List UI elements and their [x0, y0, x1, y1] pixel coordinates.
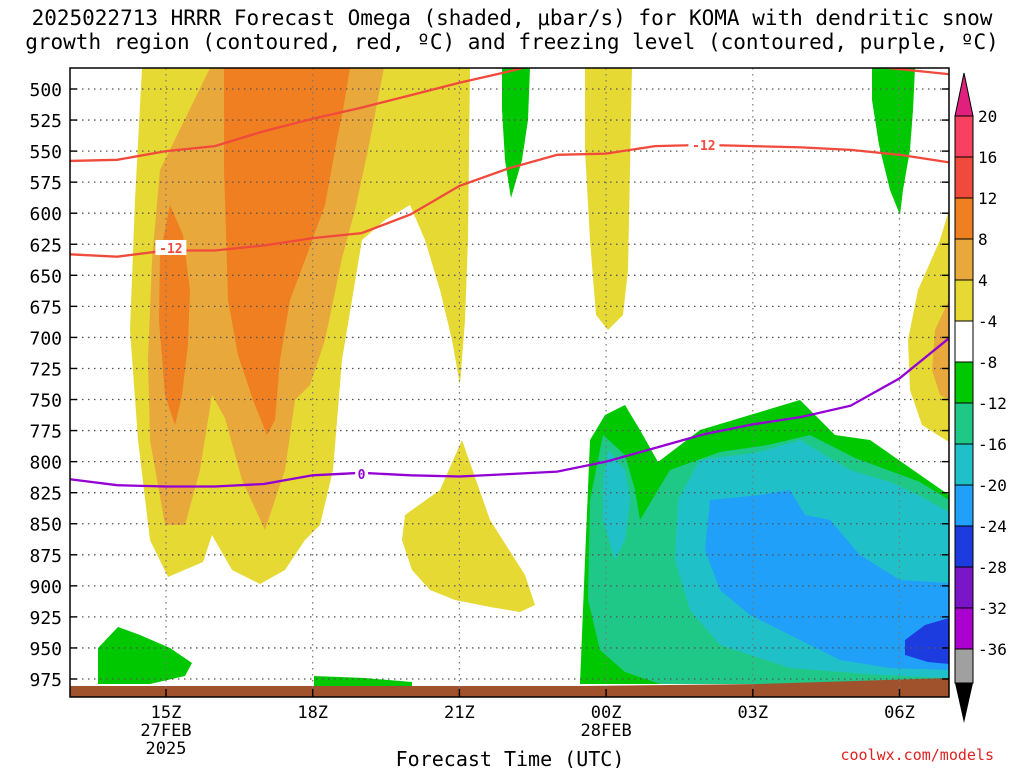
- x-tick-label: 06Z: [884, 703, 915, 723]
- contour-labels: -12 -12 0: [155, 136, 720, 483]
- y-tick-label: 975: [29, 670, 62, 691]
- y-tick-label: 850: [29, 515, 62, 536]
- x-tick-label: 28FEB: [581, 721, 632, 741]
- colorbar: 20 16 12 8 4 -4 -8 -12 -16 -20 -24 -28 -32 -36: [954, 72, 1007, 723]
- omega-fill-orange-1: [224, 68, 350, 435]
- colorbar-swatch: [954, 279, 974, 322]
- colorbar-swatch: [954, 115, 974, 158]
- y-axis: 500 525 550 575 600 625 650 675 700 725 750 775 800 8…: [29, 80, 949, 691]
- colorbar-arrow-bottom: [955, 683, 973, 723]
- dgz-contour-lower: [70, 143, 949, 258]
- colorbar-label: -36: [978, 640, 1007, 659]
- colorbar-label: -16: [978, 435, 1007, 454]
- omega-fill-green-sliver: [314, 676, 412, 686]
- credit-link[interactable]: coolwx.com/models: [840, 746, 994, 764]
- omega-fill-green-sfc: [98, 627, 192, 684]
- y-tick-label: 575: [29, 173, 62, 194]
- colorbar-swatch: [954, 402, 974, 445]
- colorbar-swatch: [954, 238, 974, 281]
- chart-title-line2: growth region (contoured, red, ºC) and f…: [25, 30, 999, 54]
- omega-fill-lightorange-right: [932, 300, 949, 400]
- y-tick-label: 725: [29, 359, 62, 380]
- contour-label-bg: [355, 466, 369, 482]
- x-tick-label: 03Z: [737, 703, 768, 723]
- x-tick-label: 27FEB: [140, 721, 191, 741]
- contour-label: 0: [358, 468, 366, 483]
- colorbar-swatch: [954, 566, 974, 609]
- contour-label: -12: [692, 139, 715, 154]
- colorbar-label: -20: [978, 476, 1007, 495]
- contour-label: -12: [159, 242, 182, 257]
- colorbar-label: -12: [978, 394, 1007, 413]
- y-tick-label: 775: [29, 422, 62, 443]
- y-tick-label: 550: [29, 142, 62, 163]
- freezing-level-contour: [70, 337, 949, 488]
- y-tick-label: 900: [29, 577, 62, 598]
- colorbar-swatch: [954, 443, 974, 486]
- colorbar-arrow-top: [954, 72, 974, 117]
- omega-fill-darkblue: [905, 618, 949, 664]
- y-tick-label: 750: [29, 391, 62, 412]
- colorbar-swatch: [954, 484, 974, 527]
- grid: [70, 68, 949, 697]
- x-tick-label: 21Z: [444, 703, 475, 723]
- colorbar-label: -32: [978, 599, 1007, 618]
- colorbar-label: -28: [978, 558, 1007, 577]
- colorbar-label: 20: [978, 107, 997, 126]
- colorbar-swatch: [954, 156, 974, 199]
- y-tick-label: 675: [29, 297, 62, 318]
- colorbar-label: 16: [978, 148, 997, 167]
- y-tick-label: 950: [29, 639, 62, 660]
- omega-fill-yellow-00z: [585, 68, 632, 330]
- x-tick-label: 18Z: [297, 703, 328, 723]
- x-tick-label: 15Z: [151, 703, 182, 723]
- plot-frame: [69, 67, 950, 698]
- y-tick-label: 700: [29, 328, 62, 349]
- colorbar-swatch: [954, 648, 974, 684]
- colorbar-swatch: [954, 320, 974, 363]
- omega-fill-yellow-lower: [402, 440, 535, 612]
- omega-fill-orange-2: [159, 205, 190, 425]
- x-tick-label: 00Z: [591, 703, 622, 723]
- y-tick-label: 925: [29, 608, 62, 629]
- y-tick-label: 500: [29, 80, 62, 101]
- colorbar-label: -4: [978, 312, 997, 331]
- x-axis-title: Forecast Time (UTC): [396, 747, 625, 768]
- plot-area: -12 -12 0: [70, 68, 949, 697]
- colorbar-label: -24: [978, 517, 1007, 536]
- x-tick-label: 2025: [146, 739, 187, 759]
- contour-label-bg: [155, 239, 187, 255]
- colorbar-swatch: [954, 607, 974, 650]
- y-tick-label: 650: [29, 266, 62, 287]
- colorbar-swatch: [954, 525, 974, 568]
- ground-fill: [70, 678, 949, 697]
- y-tick-label: 600: [29, 204, 62, 225]
- dgz-contour-upper: [70, 68, 949, 163]
- colorbar-swatch: [954, 197, 974, 240]
- colorbar-label: 12: [978, 189, 997, 208]
- omega-fill-green-top-b: [872, 68, 915, 215]
- colorbar-label: 8: [978, 230, 988, 249]
- y-tick-label: 525: [29, 111, 62, 132]
- contour-label-bg: [688, 136, 720, 152]
- omega-fill-green-top-a: [502, 68, 530, 198]
- omega-fill-cyan-a: [603, 450, 630, 560]
- y-tick-label: 625: [29, 235, 62, 256]
- y-tick-label: 800: [29, 453, 62, 474]
- colorbar-label: 4: [978, 271, 988, 290]
- omega-fill-blue: [705, 490, 949, 670]
- colorbar-label: -8: [978, 353, 997, 372]
- y-tick-label: 825: [29, 484, 62, 505]
- colorbar-swatch: [954, 361, 974, 404]
- y-tick-label: 875: [29, 546, 62, 567]
- chart-title-line1: 2025022713 HRRR Forecast Omega (shaded, …: [31, 6, 993, 30]
